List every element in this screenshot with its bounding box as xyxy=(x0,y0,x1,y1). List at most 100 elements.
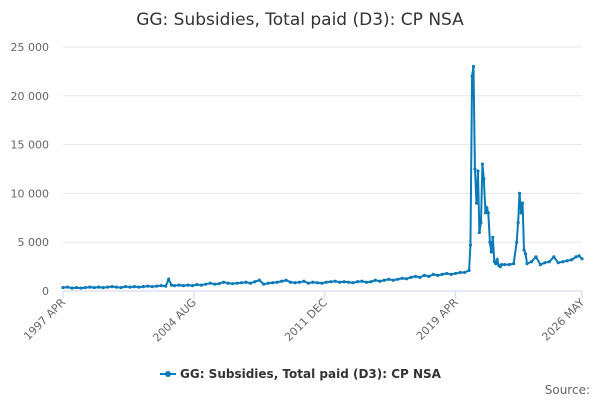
data-point xyxy=(266,281,270,285)
data-point xyxy=(570,258,574,262)
data-point xyxy=(253,280,257,284)
data-point xyxy=(199,283,203,287)
data-point xyxy=(297,280,302,284)
data-point xyxy=(128,285,132,289)
legend-label: GG: Subsidies, Total paid (D3): CP NSA xyxy=(180,367,442,381)
data-point xyxy=(404,277,409,281)
data-point xyxy=(70,286,74,290)
data-point xyxy=(522,248,526,252)
data-point xyxy=(485,206,489,210)
data-point xyxy=(418,275,422,279)
data-point xyxy=(495,258,499,262)
data-point xyxy=(306,281,311,285)
data-point xyxy=(355,280,360,284)
data-point xyxy=(427,274,431,278)
data-point xyxy=(288,280,293,284)
data-point xyxy=(480,162,485,166)
data-point xyxy=(538,263,543,267)
data-point xyxy=(159,284,163,288)
data-point xyxy=(132,285,136,289)
data-point xyxy=(378,279,382,283)
data-point xyxy=(491,235,495,239)
data-point xyxy=(217,282,221,286)
data-point xyxy=(311,280,315,284)
data-point xyxy=(230,282,235,286)
data-point xyxy=(271,281,275,285)
data-point xyxy=(181,284,186,288)
data-point xyxy=(449,272,453,277)
data-point xyxy=(195,283,199,287)
data-point xyxy=(473,167,477,171)
data-point xyxy=(293,281,297,285)
data-point xyxy=(574,255,578,259)
series-line xyxy=(62,66,583,290)
data-point xyxy=(150,285,154,289)
data-point xyxy=(409,275,413,279)
data-point xyxy=(445,271,449,276)
x-tick-label: 2026 MAY xyxy=(539,296,587,344)
data-point xyxy=(519,211,523,215)
data-point xyxy=(436,273,440,277)
data-point xyxy=(467,268,471,273)
data-point xyxy=(543,261,547,265)
data-point xyxy=(119,285,123,290)
data-point xyxy=(458,270,462,275)
data-point xyxy=(324,280,328,284)
data-point xyxy=(204,282,208,286)
data-point xyxy=(239,281,244,285)
data-point xyxy=(471,64,476,69)
data-point xyxy=(500,263,504,267)
data-point xyxy=(534,255,538,259)
data-point xyxy=(524,252,528,256)
data-point xyxy=(454,271,458,276)
data-point xyxy=(88,285,92,289)
data-point xyxy=(494,262,498,266)
data-point xyxy=(474,201,479,205)
source: Source: xyxy=(545,383,590,397)
data-point xyxy=(503,263,507,267)
data-point xyxy=(320,281,324,285)
data-point xyxy=(561,260,565,264)
data-point xyxy=(556,261,560,265)
data-point xyxy=(338,280,342,284)
data-point xyxy=(101,285,105,290)
y-tick-label: 0 xyxy=(42,285,49,298)
data-point xyxy=(373,278,377,282)
y-tick-label: 5 000 xyxy=(18,236,50,249)
data-point xyxy=(515,240,519,244)
data-point xyxy=(488,240,492,244)
data-point xyxy=(110,285,114,289)
x-tick-label: 2011 DEC xyxy=(282,296,330,344)
data-point xyxy=(74,285,78,290)
chart-title: GG: Subsidies, Total paid (D3): CP NSA xyxy=(136,10,464,30)
y-tick-label: 10 000 xyxy=(11,187,50,200)
data-point xyxy=(468,243,473,247)
data-point xyxy=(61,285,65,290)
y-tick-label: 15 000 xyxy=(11,139,50,152)
data-point xyxy=(525,262,529,266)
data-point xyxy=(364,280,369,284)
x-tick-label: 1997 APR xyxy=(21,296,68,343)
data-point xyxy=(470,74,474,78)
data-point xyxy=(275,280,279,284)
data-point xyxy=(155,284,159,288)
data-point xyxy=(529,260,534,264)
data-point xyxy=(284,278,288,282)
data-point xyxy=(422,273,427,277)
data-point xyxy=(547,260,551,264)
data-point xyxy=(516,221,520,225)
data-point xyxy=(382,278,386,282)
data-point xyxy=(486,211,490,215)
data-point xyxy=(213,282,217,286)
data-point xyxy=(257,278,261,282)
data-point xyxy=(302,279,306,283)
data-point xyxy=(489,250,493,254)
data-point xyxy=(169,283,174,287)
data-point xyxy=(248,281,252,285)
data-point xyxy=(565,259,569,263)
data-point xyxy=(244,280,248,284)
data-point xyxy=(462,270,467,275)
data-point xyxy=(164,284,168,288)
data-point xyxy=(329,280,333,284)
